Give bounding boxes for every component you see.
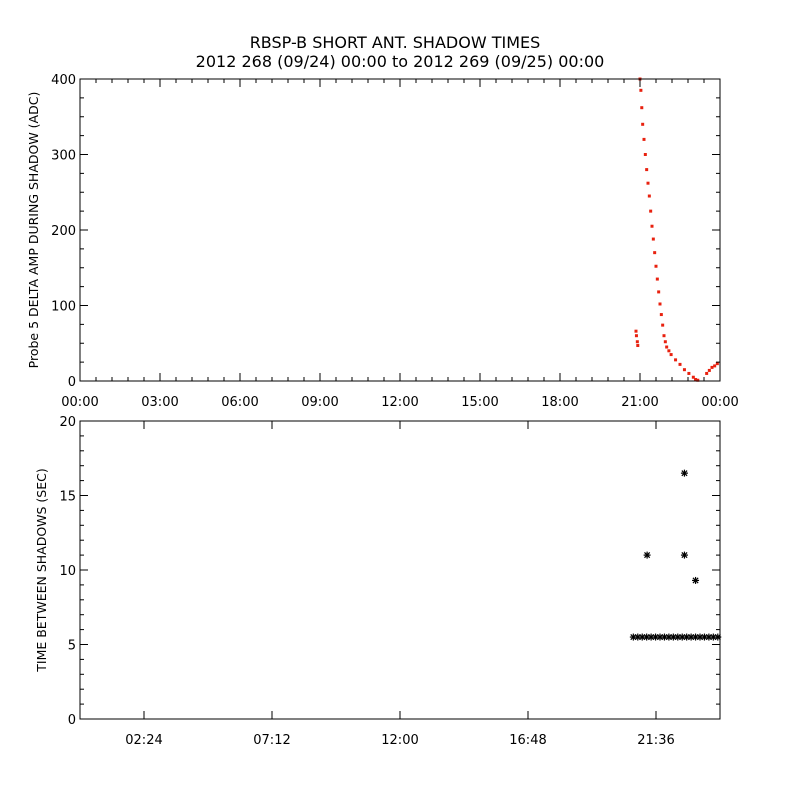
top-data-point <box>662 334 666 338</box>
top-data-point <box>663 340 667 344</box>
top-data-point <box>650 224 654 228</box>
top-data-point <box>682 368 686 372</box>
bottom-y-tick-label: 10 <box>59 564 76 579</box>
top-x-tick-label: 09:00 <box>301 395 338 410</box>
top-data-point <box>678 362 682 366</box>
bottom-panel: 02:24 07:12 12:00 16:48 21:36 0 5 10 15 20 TIME B… <box>34 415 722 748</box>
top-data-point <box>691 375 695 379</box>
bottom-data-point <box>696 633 704 641</box>
bottom-y-tick-label: 15 <box>59 490 76 505</box>
bottom-x-tick-label: 12:00 <box>381 733 418 748</box>
top-data-point <box>634 329 638 333</box>
top-data-point <box>655 277 659 281</box>
top-x-tick-label: 06:00 <box>221 395 258 410</box>
chart-title: RBSP-B SHORT ANT. SHADOW TIMES <box>250 33 541 52</box>
chart-subtitle: 2012 268 (09/24) 00:00 to 2012 269 (09/2… <box>196 52 605 71</box>
bottom-y-tick-label: 20 <box>59 415 76 430</box>
bottom-data-point <box>660 633 668 641</box>
top-data-points <box>634 77 719 382</box>
top-x-tick-label: 15:00 <box>461 395 498 410</box>
top-data-point <box>713 364 717 368</box>
top-ticks: 00:00 03:00 06:00 09:00 12:00 15:00 18:00 21:00… <box>51 73 739 410</box>
top-y-axis-label: Probe 5 DELTA AMP DURING SHADOW (ADC) <box>26 92 41 369</box>
top-y-tick-label: 100 <box>51 300 76 315</box>
top-data-point <box>665 345 669 349</box>
top-data-point <box>643 153 647 156</box>
top-y-tick-label: 200 <box>51 224 76 239</box>
bottom-x-tick-label: 07:12 <box>253 733 290 748</box>
bottom-y-tick-label: 0 <box>68 713 76 728</box>
top-data-point <box>635 340 639 344</box>
top-data-point <box>658 302 662 306</box>
bottom-y-tick-label: 5 <box>68 639 76 654</box>
top-data-point <box>646 181 650 185</box>
bottom-x-tick-label: 16:48 <box>509 733 546 748</box>
bottom-data-point <box>643 551 651 559</box>
top-data-point <box>649 209 653 213</box>
top-plot-frame <box>79 78 721 382</box>
top-data-point <box>687 371 691 375</box>
top-y-tick-label: 0 <box>68 375 76 390</box>
top-data-point <box>645 168 649 172</box>
top-data-point <box>636 344 640 348</box>
top-data-point <box>707 368 711 372</box>
top-x-tick-label: 00:00 <box>61 395 98 410</box>
bottom-data-point <box>680 469 688 477</box>
bottom-data-point <box>680 551 688 559</box>
top-data-point <box>661 323 665 327</box>
bottom-x-tick-label: 02:24 <box>125 733 162 748</box>
top-data-point <box>674 358 678 362</box>
bottom-plot-frame <box>79 420 721 720</box>
bottom-data-points <box>629 469 722 641</box>
top-data-point <box>634 334 638 338</box>
top-data-point <box>657 290 661 294</box>
bottom-x-tick-label: 21:36 <box>637 733 674 748</box>
top-data-point <box>694 377 698 381</box>
top-x-tick-label: 21:00 <box>621 395 658 410</box>
top-data-point <box>667 349 671 353</box>
bottom-y-axis-label: TIME BETWEEN SHADOWS (SEC) <box>34 468 49 673</box>
top-data-point <box>654 264 658 268</box>
top-data-point <box>647 194 651 198</box>
top-y-tick-label: 400 <box>51 73 76 88</box>
top-data-point <box>642 137 646 141</box>
top-y-tick-label: 300 <box>51 149 76 164</box>
bottom-data-point <box>683 633 691 641</box>
top-data-point <box>659 313 663 317</box>
top-x-tick-label: 03:00 <box>141 395 178 410</box>
top-data-point <box>705 371 709 375</box>
top-data-point <box>641 122 645 126</box>
top-data-point <box>715 362 719 366</box>
top-data-point <box>639 88 643 92</box>
top-x-tick-label: 18:00 <box>541 395 578 410</box>
top-x-tick-label: 00:00 <box>701 395 738 410</box>
top-data-point <box>651 237 655 241</box>
bottom-data-point <box>692 576 700 584</box>
top-data-point <box>653 251 657 255</box>
top-x-tick-label: 12:00 <box>381 395 418 410</box>
bottom-ticks: 02:24 07:12 12:00 16:48 21:36 0 5 10 15 20 <box>59 415 720 748</box>
top-data-point <box>640 106 644 110</box>
top-panel: 00:00 03:00 06:00 09:00 12:00 15:00 18:00 21:00… <box>26 73 739 410</box>
top-data-point <box>710 365 714 369</box>
top-data-point <box>669 353 673 357</box>
top-data-point <box>696 378 700 382</box>
